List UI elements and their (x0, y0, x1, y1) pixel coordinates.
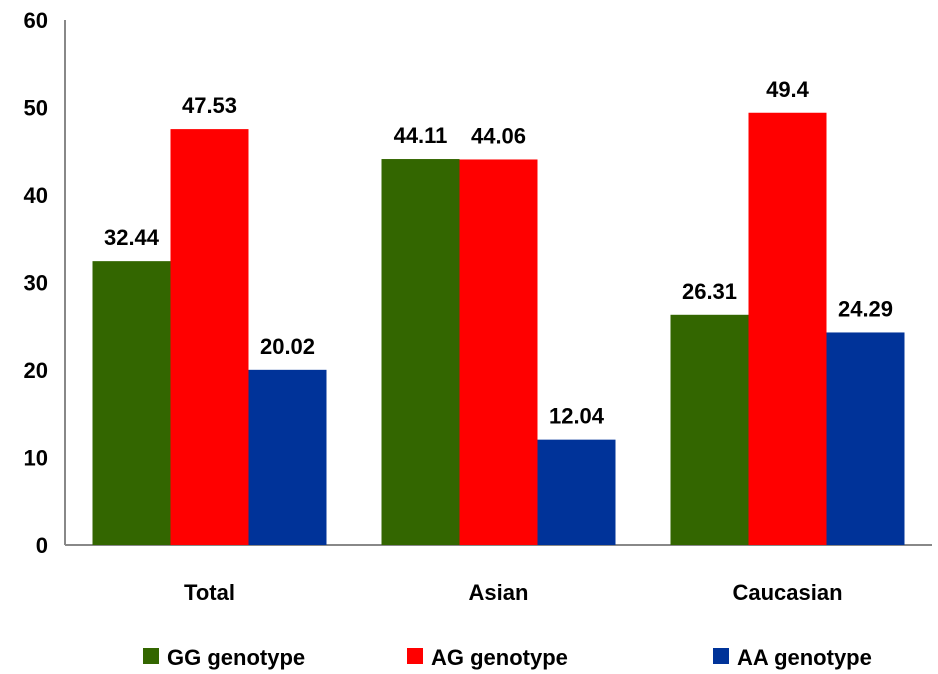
legend-swatch (713, 648, 729, 664)
bar-gg-genotype-caucasian (671, 315, 749, 545)
data-label: 12.04 (549, 404, 605, 429)
legend-label: AA genotype (737, 645, 872, 670)
y-tick-label: 30 (24, 271, 48, 296)
bar-aa-genotype-total (249, 370, 327, 545)
y-tick-label: 10 (24, 446, 48, 471)
y-tick-label: 60 (24, 8, 48, 33)
y-tick-label: 50 (24, 96, 48, 121)
data-label: 20.02 (260, 334, 315, 359)
data-label: 32.44 (104, 225, 160, 250)
y-tick-label: 40 (24, 183, 48, 208)
y-tick-label: 0 (36, 533, 48, 558)
legend: GG genotype AG genotype AA genotype (143, 645, 872, 670)
legend-label: AG genotype (431, 645, 568, 670)
legend-swatch (407, 648, 423, 664)
category-labels: Total Asian Caucasian (184, 580, 842, 605)
data-label: 26.31 (682, 279, 737, 304)
category-label-total: Total (184, 580, 235, 605)
bar-gg-genotype-total (93, 261, 171, 545)
y-axis-ticks: 0 10 20 30 40 50 60 (24, 8, 48, 558)
bar-ag-genotype-asian (460, 159, 538, 545)
legend-label: GG genotype (167, 645, 305, 670)
bar-ag-genotype-caucasian (749, 113, 827, 545)
bar-aa-genotype-asian (538, 440, 616, 545)
bars (93, 113, 905, 545)
y-tick-label: 20 (24, 358, 48, 383)
data-label: 24.29 (838, 296, 893, 321)
data-label: 44.11 (394, 123, 448, 148)
data-label: 47.53 (182, 93, 237, 118)
category-label-asian: Asian (469, 580, 529, 605)
data-label: 49.4 (766, 77, 810, 102)
bar-ag-genotype-total (171, 129, 249, 545)
data-label: 44.06 (471, 123, 526, 148)
category-label-caucasian: Caucasian (732, 580, 842, 605)
legend-swatch (143, 648, 159, 664)
bar-gg-genotype-asian (382, 159, 460, 545)
bar-aa-genotype-caucasian (827, 332, 905, 545)
